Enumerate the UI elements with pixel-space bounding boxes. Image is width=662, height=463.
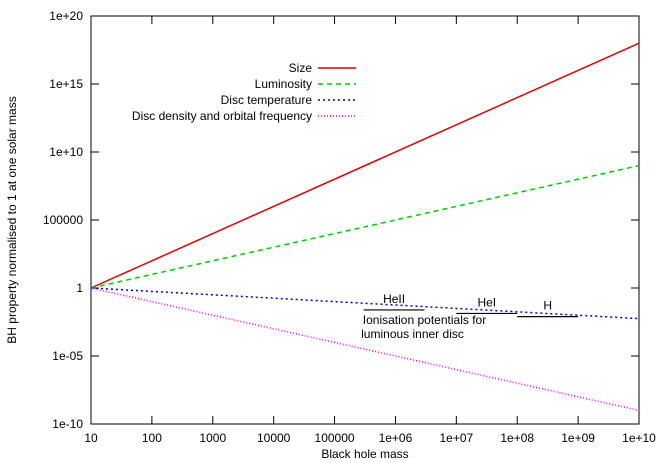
x-tick-label: 1e+10 bbox=[622, 431, 656, 445]
y-tick-label: 1e+15 bbox=[49, 77, 83, 91]
legend: Size Luminosity Disc temperature Disc de… bbox=[132, 61, 356, 123]
y-tick-label: 1e-10 bbox=[52, 417, 83, 431]
x-tick-label: 1e+07 bbox=[439, 431, 473, 445]
annotation-note-line-2: luminous inner disc bbox=[361, 327, 464, 341]
x-tick-label: 100 bbox=[142, 431, 162, 445]
y-tick-label: 1 bbox=[76, 281, 83, 295]
legend-label-disc-density: Disc density and orbital frequency bbox=[132, 109, 312, 123]
x-axis-title: Black hole mass bbox=[321, 447, 408, 461]
x-tick-label: 1e+09 bbox=[561, 431, 595, 445]
annotation-hei: HeI bbox=[477, 295, 496, 309]
x-tick-label: 10 bbox=[84, 431, 98, 445]
series-line-luminosity bbox=[90, 164, 640, 289]
y-axis-title: BH property normalised to 1 at one solar… bbox=[5, 96, 19, 343]
y-tick-label: 1e-05 bbox=[52, 349, 83, 363]
x-tick-label: 10000 bbox=[257, 431, 291, 445]
legend-label-disc-temperature: Disc temperature bbox=[221, 93, 313, 107]
plot-frame bbox=[90, 15, 640, 425]
annotation-heii: HeII bbox=[383, 292, 405, 306]
x-tick-label: 100000 bbox=[315, 431, 355, 445]
annotation-h: H bbox=[543, 299, 552, 313]
annotation-note-line-1: Ionisation potentials for bbox=[363, 313, 486, 327]
x-tick-label: 1e+06 bbox=[379, 431, 413, 445]
y-tick-label: 100000 bbox=[43, 213, 83, 227]
x-axis-ticks: 10 100 1000 10000 100000 1e+06 1e+07 1e+08 1e+09… bbox=[84, 16, 656, 445]
series-lines bbox=[90, 42, 640, 412]
series-line-size bbox=[90, 42, 640, 289]
series-line-disc-temperature bbox=[90, 287, 640, 320]
y-tick-label: 1e+10 bbox=[49, 145, 83, 159]
y-axis-ticks: 1e-10 1e-05 1 100000 1e+10 1e+15 1e+20 bbox=[43, 9, 639, 431]
legend-label-luminosity: Luminosity bbox=[255, 77, 312, 91]
legend-label-size: Size bbox=[289, 61, 313, 75]
y-tick-label: 1e+20 bbox=[49, 9, 83, 23]
x-tick-label: 1e+08 bbox=[500, 431, 534, 445]
x-tick-label: 1000 bbox=[199, 431, 226, 445]
series-line-disc-density-and-orbital-frequency bbox=[90, 287, 640, 412]
ionisation-segments bbox=[363, 309, 579, 318]
